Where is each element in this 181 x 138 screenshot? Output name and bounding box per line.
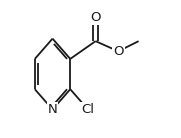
Text: N: N: [48, 103, 57, 116]
Text: O: O: [113, 45, 124, 58]
Text: O: O: [90, 11, 101, 24]
Text: Cl: Cl: [81, 103, 94, 116]
